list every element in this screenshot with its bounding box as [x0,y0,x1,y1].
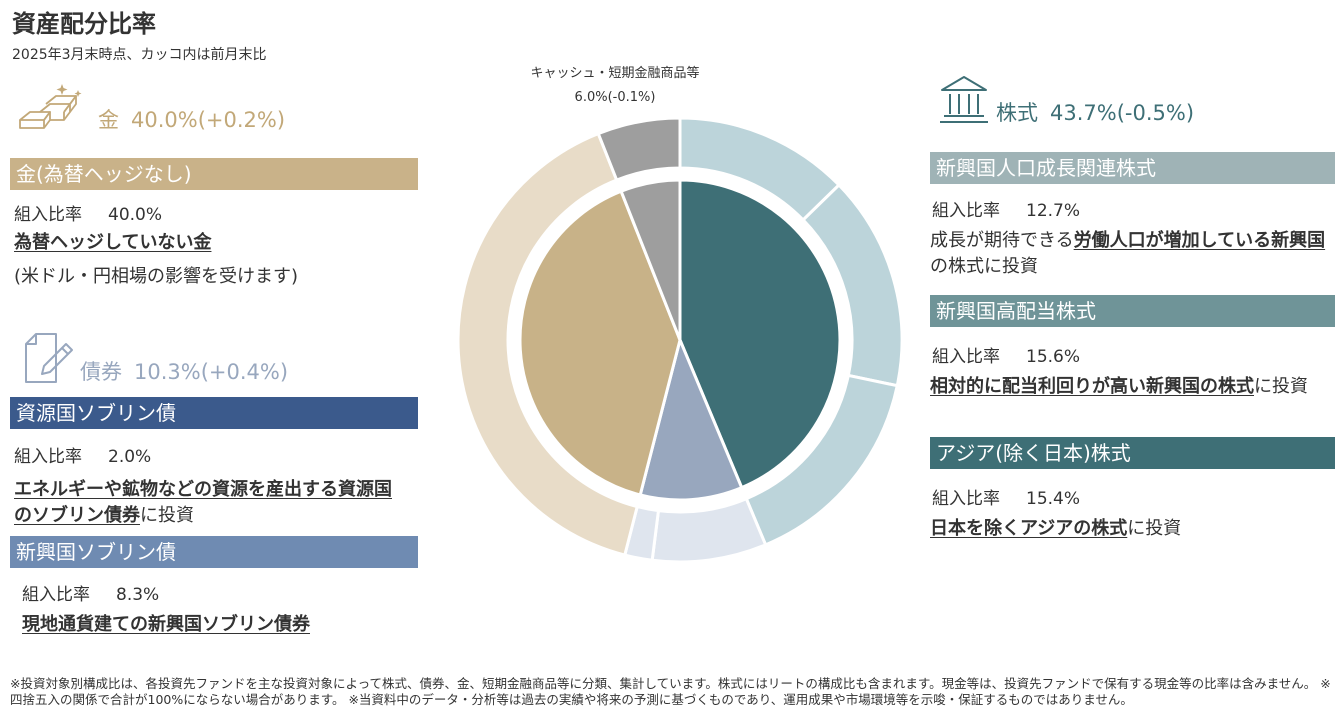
bond-sub2-ratio: 組入比率 8.3% [22,580,159,605]
gold-sub-bar: 金(為替ヘッジなし) [10,158,418,190]
gold-bars-icon [16,82,88,136]
equity-sub3-ratio-value: 15.4% [1026,489,1081,509]
footnote: ※投資対象別構成比は、各投資先ファンドを主な投資対象によって株式、債券、金、短期… [10,676,1331,707]
gold-ratio: 組入比率 40.0% [14,200,162,225]
bond-sub1-desc: エネルギーや鉱物などの資源を産出する資源国のソブリン債券に投資 [14,477,394,529]
bond-label: 債券 [80,360,122,384]
bond-heading: 債券 10.3%(+0.4%) [80,356,288,386]
bond-document-icon [22,332,80,388]
equity-sub3-ratio-label: 組入比率 [932,489,1000,509]
equity-sub3-ratio: 組入比率 15.4% [932,484,1080,509]
bond-sub2-desc-bold: 現地通貨建ての新興国ソブリン債券 [22,614,310,635]
bond-sub2-ratio-label: 組入比率 [22,585,90,605]
equity-sub3-bar: アジア(除く日本)株式 [930,437,1335,469]
equity-sub3-desc-bold: 日本を除くアジアの株式 [930,518,1128,539]
bond-sub1-desc-rest: に投資 [140,505,194,526]
equity-value: 43.7%(-0.5%) [1050,101,1195,125]
bond-sub2-bar: 新興国ソブリン債 [10,536,418,568]
bank-building-icon [938,74,990,128]
equity-sub3-desc-rest: に投資 [1127,518,1182,539]
equity-sub2-desc-bold: 相対的に配当利回りが高い新興国の株式 [930,376,1254,397]
equity-sub2-ratio: 組入比率 15.6% [932,342,1080,367]
equity-sub1-desc: 成長が期待できる労働人口が増加している新興国の株式に投資 [930,228,1335,280]
bond-sub1-ratio-label: 組入比率 [14,447,82,467]
equity-sub1-desc-pre: 成長が期待できる [930,230,1074,251]
cash-label: キャッシュ・短期金融商品等 [530,66,700,81]
bond-sub2-desc: 現地通貨建ての新興国ソブリン債券 [22,612,402,638]
bond-sub1-ratio-value: 2.0% [108,447,152,467]
bond-sub1-ratio: 組入比率 2.0% [14,442,151,467]
outer-slice-4 [650,496,768,564]
gold-ratio-value: 40.0% [108,205,163,225]
gold-heading: 金 40.0%(+0.2%) [98,104,285,134]
inner-slice-3 [518,189,682,497]
equity-sub2-desc-rest: に投資 [1254,376,1308,397]
equity-sub1-ratio-label: 組入比率 [932,201,1000,221]
equity-sub1-bar: 新興国人口成長関連株式 [930,152,1335,184]
inner-slice-4 [619,178,682,341]
outer-slice-7 [596,116,682,183]
outer-ring [456,116,904,564]
page-subtitle: 2025年3月末時点、カッコ内は前月末比 [12,47,267,63]
gold-value: 40.0%(+0.2%) [131,108,286,132]
equity-sub2-desc: 相対的に配当利回りが高い新興国の株式に投資 [930,374,1325,400]
gold-desc-rest: (米ドル・円相場の影響を受けます) [14,266,299,287]
inner-ring [518,178,842,502]
equity-sub1-ratio-value: 12.7% [1026,201,1081,221]
bond-sub1-desc-bold: エネルギーや鉱物などの資源を産出する資源国のソブリン債券 [14,479,392,526]
equity-label: 株式 [996,101,1038,125]
page-title: 資産配分比率 [12,10,156,38]
equity-sub1-desc-rest: の株式に投資 [930,256,1038,277]
equity-sub1-desc-bold: 労働人口が増加している新興国 [1073,230,1326,251]
gold-desc-bold: 為替ヘッジしていない金 [14,232,212,253]
bond-sub2-ratio-value: 8.3% [116,585,160,605]
equity-sub3-desc: 日本を除くアジアの株式に投資 [930,516,1325,542]
equity-heading: 株式 43.7%(-0.5%) [996,97,1194,127]
bond-value: 10.3%(+0.4%) [134,360,289,384]
gold-desc: 為替ヘッジしていない金 (米ドル・円相場の影響を受けます) [14,230,414,290]
gold-label: 金 [98,108,119,132]
equity-sub1-ratio: 組入比率 12.7% [932,196,1080,221]
equity-sub2-bar: 新興国高配当株式 [930,295,1335,327]
inner-slice-1 [678,178,842,490]
equity-sub2-ratio-label: 組入比率 [932,347,1000,367]
gold-ratio-label: 組入比率 [14,205,82,225]
bond-sub1-bar: 資源国ソブリン債 [10,397,418,429]
allocation-donut-chart [456,116,904,564]
equity-sub2-ratio-value: 15.6% [1026,347,1081,367]
cash-value: 6.0%(-0.1%) [574,90,656,105]
outer-slice-6 [456,131,640,557]
